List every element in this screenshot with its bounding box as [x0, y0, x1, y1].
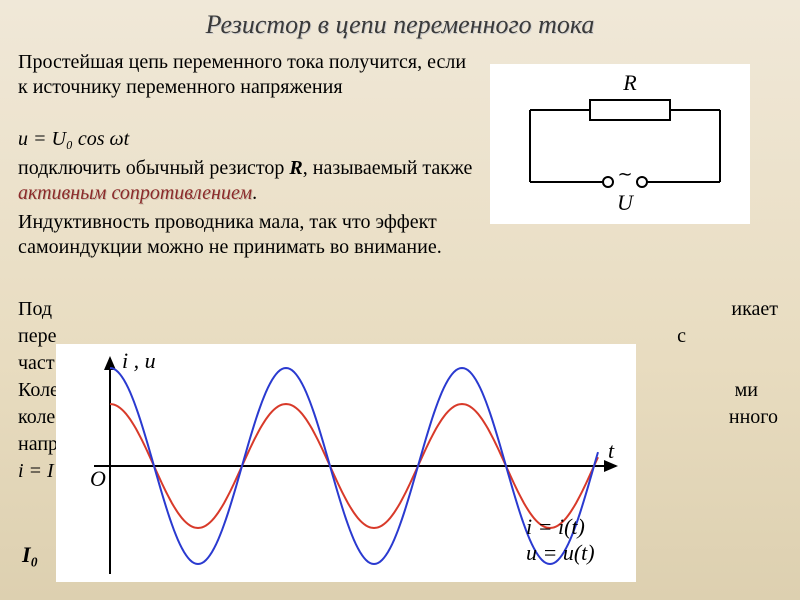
- chart-svg: i , u t Oi = i(t)u = u(t): [56, 344, 636, 582]
- hidden-5-right: нного: [729, 404, 778, 431]
- hidden-1-left: Под: [18, 296, 52, 323]
- para-2-mid: , называемый также: [303, 157, 473, 179]
- highlight-active-resistance: активным сопротивлением: [18, 182, 252, 204]
- circuit-diagram: ∼ R U: [490, 64, 750, 224]
- para-3-text: Индуктивность проводника мала, так что э…: [18, 211, 442, 258]
- formula-1-text: u = U₀ cos ωt: [18, 128, 129, 150]
- para-2: подключить обычный резистор R, называемы…: [18, 156, 478, 206]
- y-axis-arrow-icon: [104, 356, 116, 370]
- origin-label: O: [90, 466, 106, 491]
- resistor-label: R: [622, 70, 637, 95]
- legend-i: i = i(t): [526, 514, 585, 539]
- terminal-icon: [603, 177, 613, 187]
- circuit-svg: ∼ R U: [490, 64, 750, 224]
- terminal-icon: [637, 177, 647, 187]
- hidden-3-left: част: [18, 352, 55, 374]
- para-1: Простейшая цепь переменного тока получит…: [18, 50, 478, 100]
- para-2-R: R: [289, 157, 302, 179]
- para-1-text: Простейшая цепь переменного тока получит…: [18, 51, 466, 98]
- page-title: Резистор в цепи переменного тока: [0, 0, 800, 40]
- hidden-2-right: с: [677, 323, 778, 350]
- hidden-line-1: Под икает: [18, 296, 778, 323]
- para-2-post: .: [252, 182, 257, 204]
- voltage-label: U: [617, 190, 635, 215]
- ac-symbol-icon: ∼: [617, 164, 632, 184]
- y-axis-label: i , u: [122, 348, 156, 373]
- hidden-7-left: i = I: [18, 460, 54, 482]
- formula-1: u = U₀ cos ωt: [18, 128, 129, 151]
- x-axis-label: t: [608, 438, 615, 463]
- resistor-icon: [590, 100, 670, 120]
- waveform-chart: i , u t Oi = i(t)u = u(t): [56, 344, 636, 582]
- hidden-4-left: Коле: [18, 377, 59, 404]
- para-2-pre: подключить обычный резистор: [18, 157, 289, 179]
- hidden-1-right: икает: [731, 296, 778, 323]
- hidden-4-right: ми: [735, 377, 778, 404]
- hidden-6-left: напр: [18, 433, 58, 455]
- i0-label-text: I₀: [22, 542, 38, 567]
- hidden-2-left: пере: [18, 323, 56, 350]
- hidden-5-left: коле: [18, 404, 55, 431]
- para-3: Индуктивность проводника мала, так что э…: [18, 210, 478, 260]
- legend-u: u = u(t): [526, 540, 595, 565]
- i0-label: I₀: [22, 542, 38, 568]
